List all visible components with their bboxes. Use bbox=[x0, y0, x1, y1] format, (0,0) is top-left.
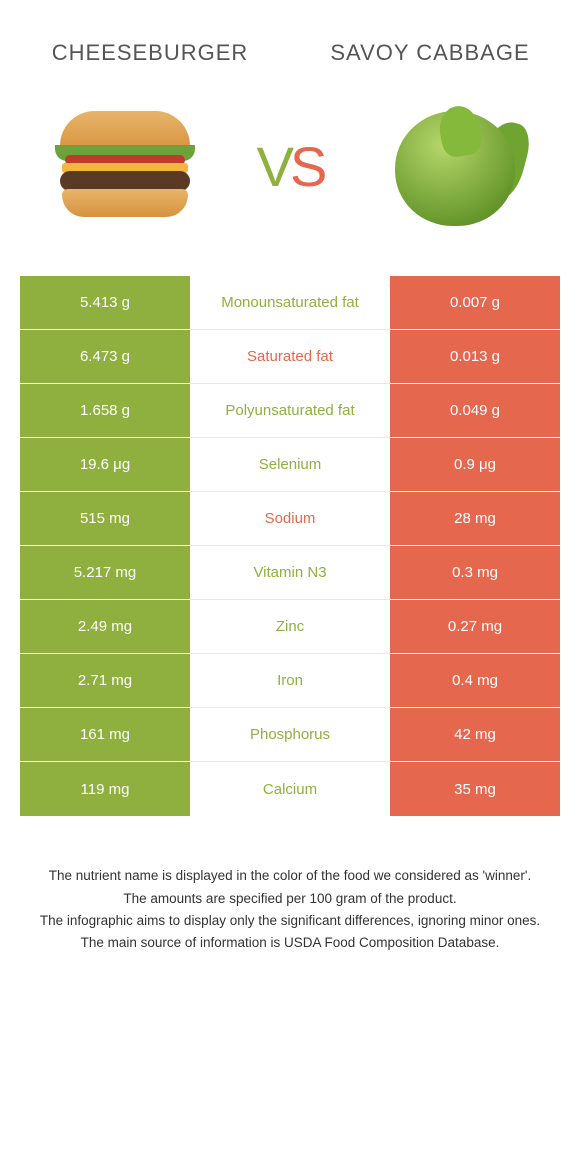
cell-left-value: 1.658 g bbox=[20, 384, 190, 438]
vs-label: VS bbox=[257, 134, 324, 199]
cell-nutrient-name: Selenium bbox=[190, 438, 390, 492]
cell-nutrient-name: Zinc bbox=[190, 600, 390, 654]
footnotes: The nutrient name is displayed in the co… bbox=[0, 816, 580, 953]
cell-left-value: 2.71 mg bbox=[20, 654, 190, 708]
cell-nutrient-name: Polyunsaturated fat bbox=[190, 384, 390, 438]
table-row: 1.658 gPolyunsaturated fat0.049 g bbox=[20, 384, 560, 438]
footnote-line: The nutrient name is displayed in the co… bbox=[30, 866, 550, 886]
savoy-cabbage-image bbox=[370, 96, 540, 236]
table-row: 19.6 μgSelenium0.9 μg bbox=[20, 438, 560, 492]
cheeseburger-image bbox=[40, 96, 210, 236]
cell-right-value: 28 mg bbox=[390, 492, 560, 546]
cell-right-value: 0.013 g bbox=[390, 330, 560, 384]
cell-right-value: 0.049 g bbox=[390, 384, 560, 438]
cell-nutrient-name: Vitamin N3 bbox=[190, 546, 390, 600]
cell-left-value: 119 mg bbox=[20, 762, 190, 816]
cell-left-value: 2.49 mg bbox=[20, 600, 190, 654]
image-row: VS bbox=[0, 66, 580, 276]
cell-left-value: 515 mg bbox=[20, 492, 190, 546]
cell-right-value: 0.007 g bbox=[390, 276, 560, 330]
cell-left-value: 19.6 μg bbox=[20, 438, 190, 492]
table-row: 119 mgCalcium35 mg bbox=[20, 762, 560, 816]
cell-nutrient-name: Phosphorus bbox=[190, 708, 390, 762]
cell-right-value: 0.27 mg bbox=[390, 600, 560, 654]
table-row: 515 mgSodium28 mg bbox=[20, 492, 560, 546]
comparison-table: 5.413 gMonounsaturated fat0.007 g6.473 g… bbox=[0, 276, 580, 816]
vs-s: S bbox=[290, 135, 323, 198]
cell-nutrient-name: Iron bbox=[190, 654, 390, 708]
table-row: 2.71 mgIron0.4 mg bbox=[20, 654, 560, 708]
table-row: 6.473 gSaturated fat0.013 g bbox=[20, 330, 560, 384]
cell-left-value: 161 mg bbox=[20, 708, 190, 762]
cell-nutrient-name: Sodium bbox=[190, 492, 390, 546]
cell-nutrient-name: Saturated fat bbox=[190, 330, 390, 384]
cell-nutrient-name: Monounsaturated fat bbox=[190, 276, 390, 330]
footnote-line: The infographic aims to display only the… bbox=[30, 911, 550, 931]
cell-nutrient-name: Calcium bbox=[190, 762, 390, 816]
table-row: 2.49 mgZinc0.27 mg bbox=[20, 600, 560, 654]
footnote-line: The amounts are specified per 100 gram o… bbox=[30, 889, 550, 909]
cell-right-value: 0.3 mg bbox=[390, 546, 560, 600]
cell-left-value: 6.473 g bbox=[20, 330, 190, 384]
cell-right-value: 0.4 mg bbox=[390, 654, 560, 708]
cell-left-value: 5.217 mg bbox=[20, 546, 190, 600]
table-row: 5.217 mgVitamin N30.3 mg bbox=[20, 546, 560, 600]
table-row: 161 mgPhosphorus42 mg bbox=[20, 708, 560, 762]
cell-left-value: 5.413 g bbox=[20, 276, 190, 330]
header: CHEESEBURGER SAVOY CABBAGE bbox=[0, 0, 580, 66]
vs-v: V bbox=[257, 135, 290, 198]
title-right: SAVOY CABBAGE bbox=[320, 40, 540, 66]
cell-right-value: 35 mg bbox=[390, 762, 560, 816]
title-left: CHEESEBURGER bbox=[40, 40, 260, 66]
cell-right-value: 42 mg bbox=[390, 708, 560, 762]
footnote-line: The main source of information is USDA F… bbox=[30, 933, 550, 953]
cell-right-value: 0.9 μg bbox=[390, 438, 560, 492]
table-row: 5.413 gMonounsaturated fat0.007 g bbox=[20, 276, 560, 330]
